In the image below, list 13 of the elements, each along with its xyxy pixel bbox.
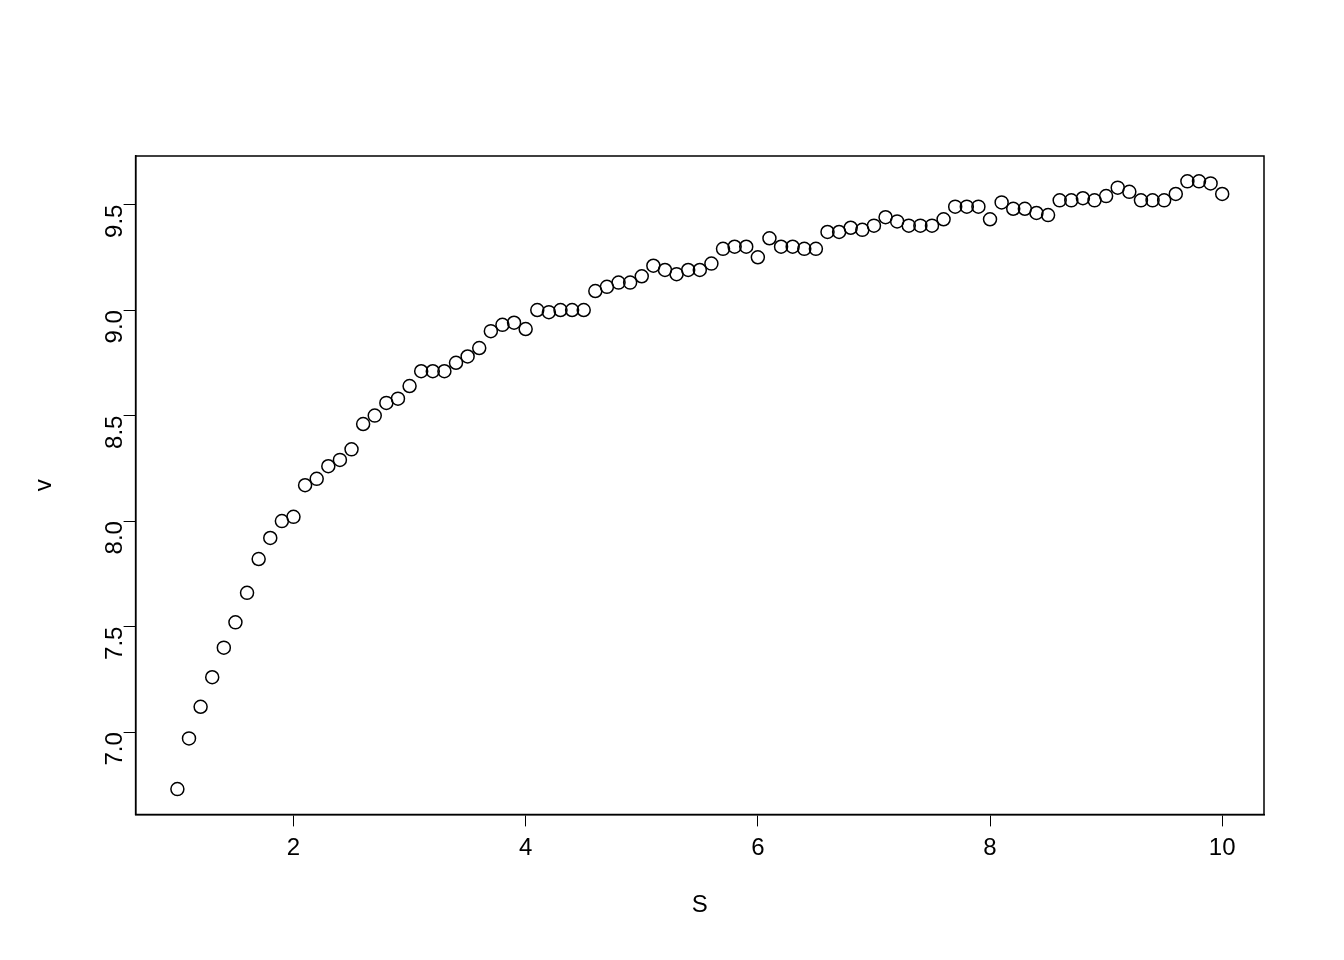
x-tick-label: 6: [751, 833, 765, 861]
y-tick-label: 7.5: [100, 626, 128, 660]
y-tick-label: 7.0: [100, 732, 128, 766]
y-tick-label: 8.5: [100, 415, 128, 449]
x-axis-title: S: [691, 890, 708, 918]
x-tick-label: 4: [518, 833, 533, 861]
y-tick-label: 8.0: [100, 521, 128, 555]
x-tick-label: 2: [286, 833, 301, 861]
x-tick-label: 10: [1208, 833, 1236, 861]
y-tick-label: 9.5: [100, 204, 128, 238]
y-axis-title: v: [29, 479, 57, 492]
x-tick-label: 8: [983, 833, 997, 861]
y-tick-label: 9.0: [100, 310, 128, 344]
